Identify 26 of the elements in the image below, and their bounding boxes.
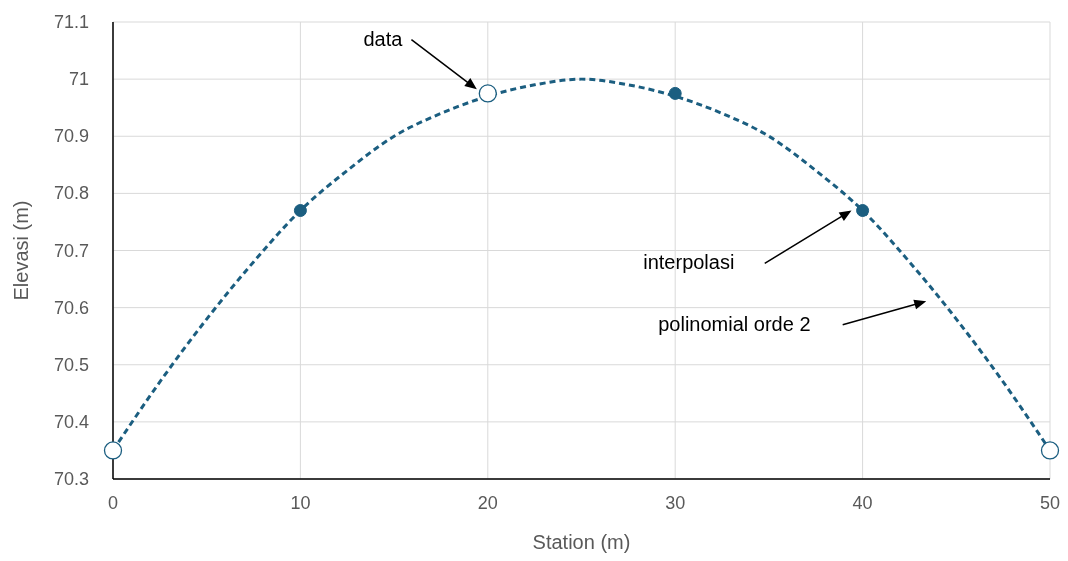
annotation: polinomial orde 2 xyxy=(658,312,811,335)
x-tick-label: 10 xyxy=(290,493,311,513)
annotation: interpolasi xyxy=(643,251,735,274)
point xyxy=(856,204,870,218)
y-axis-title: Elevasi (m) xyxy=(10,200,32,301)
y-tick-label: 71 xyxy=(68,69,89,90)
y-tick-label: 70.5 xyxy=(53,354,89,375)
y-tick-label: 71.1 xyxy=(53,12,89,32)
point xyxy=(668,86,682,100)
x-tick-label: 30 xyxy=(665,493,686,513)
y-tick-label: 70.7 xyxy=(53,240,89,261)
y-tick-label: 70.8 xyxy=(53,183,89,204)
y-tick-label: 70.6 xyxy=(53,297,89,318)
point xyxy=(293,204,307,218)
point xyxy=(478,84,497,103)
x-tick-label: 40 xyxy=(852,493,873,513)
x-tick-label: 50 xyxy=(1039,493,1061,513)
x-tick-label: 20 xyxy=(477,493,498,513)
y-tick-label: 70.3 xyxy=(53,469,89,489)
x-tick-label: 0 xyxy=(107,493,119,513)
y-tick-label: 70.4 xyxy=(53,411,89,432)
y-tick-label: 70.9 xyxy=(53,126,89,147)
annotation: data xyxy=(363,27,404,50)
point xyxy=(1040,441,1060,460)
x-axis-title: Station (m) xyxy=(532,531,631,553)
point xyxy=(103,441,123,460)
